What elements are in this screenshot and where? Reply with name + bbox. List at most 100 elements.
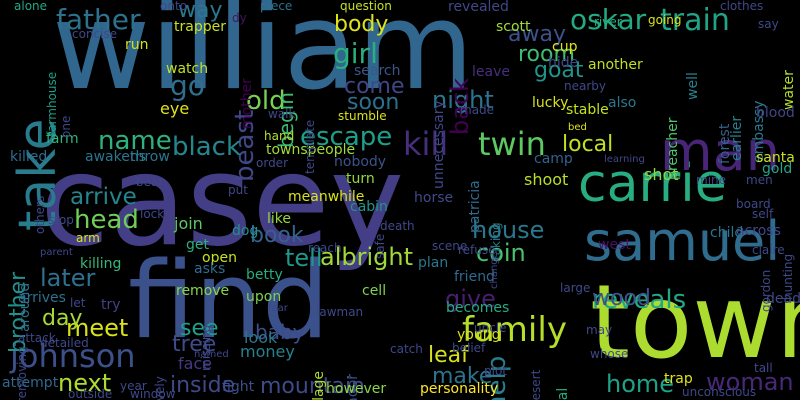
word-kill: kill (403, 125, 449, 163)
word-samuel: samuel (584, 210, 781, 273)
word-stop: stop (48, 213, 74, 227)
word-look: look (244, 328, 278, 347)
word-later: later (40, 264, 96, 292)
word-across: across (736, 223, 781, 239)
word-casey: casey (40, 127, 405, 274)
word-around: around (17, 282, 33, 332)
word-next: next (58, 369, 112, 397)
word-mountain: mountain (260, 374, 365, 399)
word-dog: dog (232, 223, 259, 239)
word-friend: friend (454, 269, 495, 285)
word-like: like (267, 211, 292, 227)
word-upon: upon (246, 289, 282, 305)
word-goat: goat (534, 58, 584, 83)
word-girl: girl (333, 37, 378, 70)
word-refuse: refuse (458, 243, 496, 257)
word-stumble: stumble (338, 109, 387, 123)
word-baby: baby (255, 320, 305, 344)
word-get: get (186, 237, 209, 253)
word-carrie: carrie (578, 154, 727, 214)
word-revealed: revealed (448, 0, 509, 15)
word-safe: safe (373, 233, 387, 259)
word-change: change (489, 252, 500, 289)
word-template: template (303, 119, 317, 174)
word-camp: camp (534, 151, 573, 167)
word-father: father (56, 3, 141, 36)
word-excessively: excessively (153, 376, 167, 400)
word-named: named (194, 349, 229, 360)
word-nobody: nobody (334, 154, 387, 170)
word-make: make (432, 364, 493, 389)
word-well: well (685, 72, 701, 100)
word-window: window (130, 387, 176, 400)
word-black: black (172, 132, 242, 162)
word-others: others (33, 195, 47, 234)
word-belief: belief (452, 341, 486, 355)
word-lock: lock (140, 207, 165, 221)
word-name: name (98, 126, 172, 156)
word-body: body (334, 12, 389, 37)
word-missing: missing (199, 324, 213, 371)
word-cup: cup (552, 39, 578, 55)
word-search: search (354, 63, 401, 79)
word-learning: learning (604, 154, 645, 165)
word-attack: attack (18, 331, 56, 345)
word-leaf: leaf (428, 343, 469, 368)
word-another: another (588, 57, 643, 73)
word-mother: mother (239, 78, 255, 129)
word-fear: fear (268, 303, 288, 314)
word-death: death (380, 219, 415, 233)
word-plot: plot (484, 364, 507, 378)
word-wood: wood (592, 286, 651, 311)
word-woman: woman (706, 368, 794, 396)
word-nearby: nearby (564, 79, 606, 93)
word-arrives: arrives (18, 290, 66, 306)
word-arrive: arrive (70, 184, 137, 210)
word-lucky: lucky (532, 95, 569, 111)
word-catch: catch (390, 342, 423, 356)
word-onto: onto (160, 0, 187, 13)
word-give: give (445, 285, 496, 313)
word-man: man (660, 120, 780, 183)
word-family: family (462, 310, 567, 350)
word-earlier: earlier (729, 115, 745, 161)
word-patricia: patricia (467, 180, 483, 233)
word-away: away (508, 22, 566, 47)
word-room: room (518, 42, 575, 67)
word-unnecessary: unnecessary (431, 100, 447, 189)
word-whose: whose (590, 347, 629, 361)
word-river: river (594, 15, 622, 29)
word-albright: albright (320, 243, 413, 271)
word-escape: escape (300, 122, 393, 152)
word-west: west (598, 237, 631, 253)
word-leave: leave (472, 64, 510, 80)
word-meet: meet (66, 314, 129, 342)
word-gordon: gordon (759, 269, 773, 312)
word-trapper: trapper (174, 19, 226, 35)
word-face: face (178, 354, 213, 373)
word-alone: alone (14, 0, 48, 13)
word-bear: bear (136, 175, 164, 189)
word-cannibal: cannibal (555, 388, 571, 400)
word-men: men (746, 173, 773, 187)
word-inside: inside (170, 373, 236, 398)
word-tree: tree (172, 332, 217, 357)
word-let: let (70, 296, 86, 310)
word-outside: outside (68, 387, 113, 400)
word-becomes: becomes (446, 300, 510, 316)
word-see: see (180, 316, 219, 341)
word-lawman: lawman (316, 305, 364, 319)
word-money: money (240, 342, 295, 361)
word-made: made (460, 103, 495, 117)
word-dead: dead (766, 291, 800, 307)
word-trap: trap (664, 371, 693, 387)
word-book: book (250, 223, 304, 248)
word-run: run (125, 37, 149, 53)
word-personality: personality (420, 381, 499, 397)
word-clothes: clothes (720, 0, 764, 13)
word-awakens: awakens (85, 149, 146, 165)
word-board: board (736, 197, 771, 211)
word-farm: farm (46, 131, 79, 147)
word-farmhouse: farmhouse (45, 71, 59, 136)
word-killed: killed (10, 149, 48, 165)
